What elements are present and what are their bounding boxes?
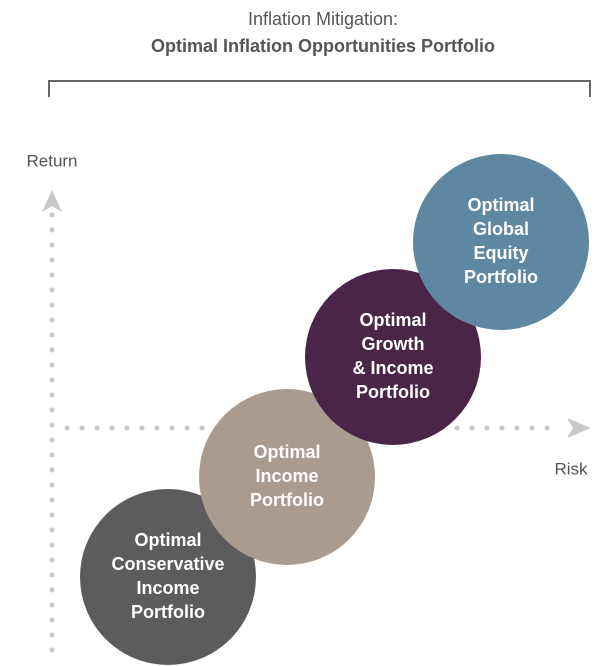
portfolio-node: Optimal Global Equity Portfolio <box>413 154 589 330</box>
title: Inflation Mitigation: <box>248 9 398 29</box>
x-axis-label: Risk <box>554 459 588 478</box>
portfolio-label: & Income <box>352 358 433 378</box>
portfolio-label: Portfolio <box>250 490 324 510</box>
portfolio-label: Optimal <box>467 195 534 215</box>
portfolio-label: Income <box>255 466 318 486</box>
portfolio-label: Global <box>473 219 529 239</box>
portfolio-node: Optimal Conservative Income Portfolio <box>80 489 256 665</box>
portfolio-label: Equity <box>473 243 528 263</box>
portfolio-label: Portfolio <box>464 267 538 287</box>
portfolio-label: Optimal <box>359 310 426 330</box>
bracket <box>48 80 591 97</box>
portfolio-label: Optimal <box>134 530 201 550</box>
portfolio-label: Income <box>136 578 199 598</box>
x-axis-arrow <box>567 418 591 438</box>
portfolio-circle <box>305 269 481 445</box>
portfolio-circle <box>80 489 256 665</box>
y-axis-label: Return <box>26 151 77 170</box>
portfolio-circle <box>199 389 375 565</box>
subtitle: Optimal Inflation Opportunities Portfoli… <box>151 36 495 56</box>
y-axis-arrow <box>42 190 62 212</box>
nodes: OptimalConservativeIncomePortfolioOptima… <box>80 154 589 665</box>
portfolio-node: Optimal Growth & Income Portfolio <box>305 269 481 445</box>
portfolio-label: Portfolio <box>131 602 205 622</box>
portfolio-label: Optimal <box>253 442 320 462</box>
portfolio-label: Growth <box>362 334 425 354</box>
portfolio-circle <box>413 154 589 330</box>
portfolio-label: Portfolio <box>356 382 430 402</box>
portfolio-node: Optimal Income Portfolio <box>199 389 375 565</box>
portfolio-label: Conservative <box>111 554 224 574</box>
